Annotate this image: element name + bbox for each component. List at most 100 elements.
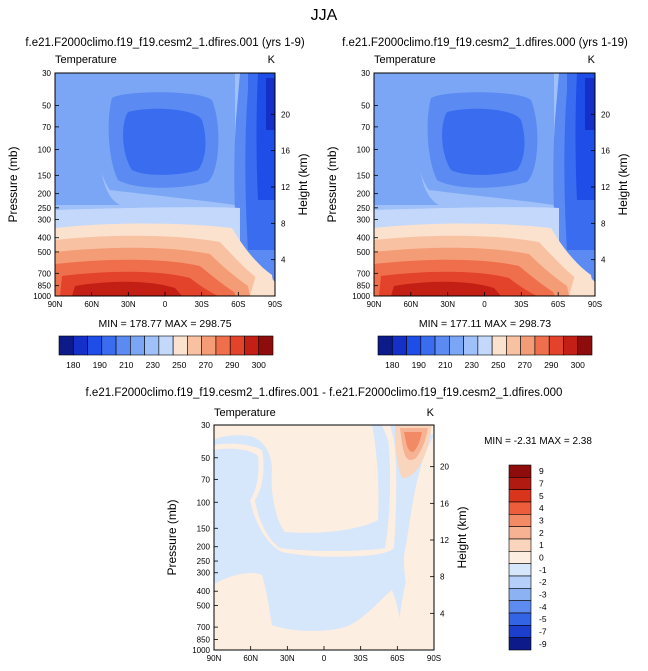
panel-a-colorbar-label: 290 bbox=[225, 360, 239, 370]
panel-c-colorbar-label: -7 bbox=[539, 627, 547, 637]
panel-b-colorbar-swatch bbox=[449, 335, 464, 356]
panel-c-y-tick-label: 30 bbox=[201, 421, 210, 430]
panel-a-colorbar-label: 230 bbox=[146, 360, 160, 370]
panel-a-colorbar-swatch bbox=[229, 335, 245, 356]
panel-c-colorbar-label: 4 bbox=[539, 503, 544, 513]
panel-a-contours bbox=[55, 73, 275, 296]
panel-a-x-tick-label: 30N bbox=[121, 300, 136, 309]
panel-a-colorbar-swatch bbox=[215, 335, 231, 356]
panel-c-colorbar-swatch bbox=[508, 637, 532, 651]
panel-c-contours bbox=[214, 425, 434, 650]
panel-b-y-tick-label: 200 bbox=[357, 190, 371, 199]
panel-b-y-tick-label: 70 bbox=[361, 123, 370, 132]
panel-b-x-tick-label: 0 bbox=[482, 300, 487, 309]
panel-a-colorbar-swatch bbox=[158, 335, 174, 356]
panel-c-y2-axis-title: Height (km) bbox=[455, 506, 469, 568]
panel-c-colorbar-swatch bbox=[508, 514, 532, 527]
panel-a-colorbar-swatch bbox=[130, 335, 145, 356]
panel-b-y-tick-label: 250 bbox=[357, 204, 371, 213]
panel-c-colorbar-swatch bbox=[508, 464, 532, 478]
panel-a-y2-tick-label: 20 bbox=[281, 110, 290, 119]
panel-c-colorbar-label: 3 bbox=[539, 516, 544, 526]
panel-c-x-tick-label: 30S bbox=[354, 654, 368, 663]
panel-a-y2-tick-label: 16 bbox=[281, 147, 290, 156]
panel-a-colorbar-label: 190 bbox=[93, 360, 107, 370]
panel-c-y-tick-label: 100 bbox=[197, 498, 211, 507]
panel-b-title: f.e21.F2000climo.f19_f19.cesm2_1.dfires.… bbox=[342, 37, 628, 49]
panel-a-y-axis-title: Pressure (mb) bbox=[6, 146, 20, 222]
panel-a-colorbar: 180 190 210 230 250 270 290 300 bbox=[58, 335, 274, 370]
panel-c-colorbar-swatch bbox=[508, 625, 532, 638]
panel-c-x-tick-label: 60N bbox=[243, 654, 258, 663]
panel-c-colorbar-label: -1 bbox=[539, 565, 547, 575]
panel-a-title: f.e21.F2000climo.f19_f19.cesm2_1.dfires.… bbox=[25, 37, 305, 49]
panel-a-y2-tick-label: 8 bbox=[281, 219, 286, 228]
panel-a-y-tick-label: 200 bbox=[38, 190, 52, 199]
panel-b-y-tick-label: 30 bbox=[361, 69, 370, 78]
panel-b-y-tick-label: 150 bbox=[357, 171, 371, 180]
panel-a-colorbar-label: 270 bbox=[199, 360, 213, 370]
panel-c-colorbar-label: -9 bbox=[539, 639, 547, 649]
panel-a-y-tick-label: 500 bbox=[38, 248, 52, 257]
panel-c-x-tick-label: 90N bbox=[207, 654, 222, 663]
panel-c-colorbar-swatch bbox=[508, 551, 532, 564]
panel-c-y-tick-label: 1000 bbox=[192, 646, 210, 655]
panel-c-y2-tick-label: 4 bbox=[440, 609, 445, 618]
panel-a-colorbar-swatch bbox=[115, 335, 131, 356]
panel-c-colorbar-swatch bbox=[508, 612, 532, 626]
panel-c-y2-tick-label: 12 bbox=[440, 536, 449, 545]
panel-c-colorbar-swatch bbox=[508, 600, 532, 614]
panel-c-colorbar-swatch bbox=[508, 575, 532, 589]
panel-b-x-tick-label: 30S bbox=[514, 300, 528, 309]
panel-a-x-tick-label: 90S bbox=[268, 300, 282, 309]
panel-b-colorbar-label: 230 bbox=[465, 360, 479, 370]
panel-c-colorbar-label: 2 bbox=[539, 528, 544, 538]
panel-a-colorbar-label: 210 bbox=[119, 360, 133, 370]
panel-a-y-tick-label: 100 bbox=[38, 146, 52, 155]
panel-b-contours bbox=[374, 73, 595, 296]
panel-a-colorbar-label: 250 bbox=[172, 360, 186, 370]
panel-a-colorbar-swatch bbox=[201, 335, 217, 356]
panel-a-units-label: K bbox=[268, 54, 276, 66]
panel-c-y-tick-label: 300 bbox=[197, 569, 211, 578]
panel-b-colorbar-swatch bbox=[506, 335, 521, 356]
panel-c-colorbar-swatch bbox=[508, 501, 532, 515]
panel-c-title: f.e21.F2000climo.f19_f19.cesm2_1.dfires.… bbox=[86, 387, 563, 399]
panel-a-y-tick-label: 50 bbox=[42, 101, 51, 110]
panel-b-colorbar: 180 190 210 230 250 270 290 300 bbox=[377, 335, 593, 370]
panel-b-x-tick-label: 90N bbox=[367, 300, 382, 309]
panel-a-colorbar-label: 300 bbox=[252, 360, 266, 370]
panel-a-y-tick-label: 150 bbox=[38, 171, 52, 180]
panel-b-y2-tick-label: 4 bbox=[601, 256, 606, 265]
panel-b-y-axis-title: Pressure (mb) bbox=[325, 146, 339, 222]
panel-b-colorbar-label: 250 bbox=[491, 360, 505, 370]
panel-a-y-tick-label: 250 bbox=[38, 204, 52, 213]
panel-b-x-tick-label: 30N bbox=[440, 300, 455, 309]
panel-c-colorbar-swatch bbox=[508, 489, 532, 503]
panel-a-y2-tick-label: 12 bbox=[281, 183, 290, 192]
panel-b-y-tick-label: 1000 bbox=[352, 292, 370, 301]
panel-b-y2-tick-label: 12 bbox=[601, 183, 610, 192]
panel-b-y2-tick-label: 16 bbox=[601, 147, 610, 156]
panel-b: f.e21.F2000climo.f19_f19.cesm2_1.dfires.… bbox=[325, 37, 630, 370]
panel-c-colorbar-swatch bbox=[508, 588, 532, 601]
panel-b-colorbar-label: 190 bbox=[412, 360, 426, 370]
panel-a-x-tick-label: 90N bbox=[48, 300, 63, 309]
page-title: JJA bbox=[311, 7, 338, 24]
panel-b-colorbar-swatch bbox=[563, 335, 579, 356]
panel-a-colorbar-swatch bbox=[72, 335, 88, 356]
panel-c-y-tick-label: 50 bbox=[201, 454, 210, 463]
panel-b-colorbar-swatch bbox=[534, 335, 550, 356]
panel-b-colorbar-swatch bbox=[391, 335, 407, 356]
panel-a-colorbar-swatch bbox=[258, 335, 274, 356]
panel-b-colorbar-swatch bbox=[463, 335, 479, 356]
panel-b-units-label: K bbox=[588, 54, 596, 66]
panel-c-y2-tick-label: 8 bbox=[440, 573, 445, 582]
panel-c-colorbar-label: 9 bbox=[539, 466, 544, 476]
panel-c-colorbar-label: 1 bbox=[539, 540, 544, 550]
panel-c-x-tick-label: 0 bbox=[322, 654, 327, 663]
panel-c-colorbar-label: -4 bbox=[539, 602, 547, 612]
panel-c-x-tick-label: 90S bbox=[427, 654, 441, 663]
panel-b-colorbar-swatch bbox=[434, 335, 450, 356]
panel-c-x-tick-label: 30N bbox=[280, 654, 295, 663]
